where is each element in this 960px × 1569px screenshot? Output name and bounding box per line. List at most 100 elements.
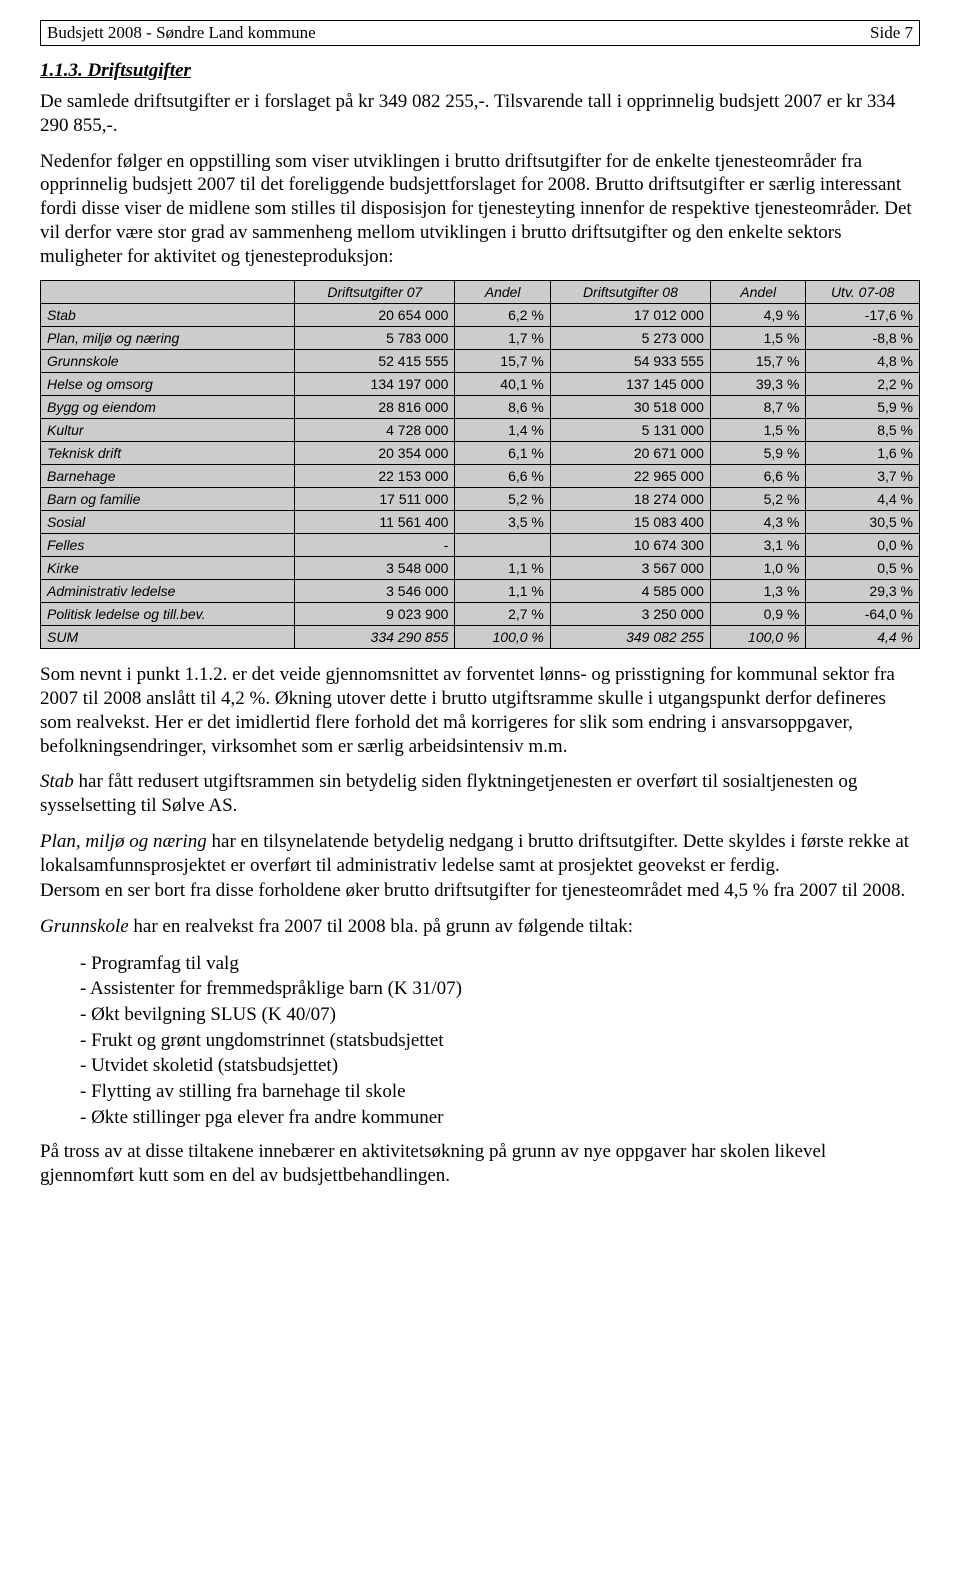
- row-value: 1,3 %: [710, 580, 805, 603]
- sum-value: 334 290 855: [295, 626, 455, 649]
- row-value: -17,6 %: [806, 304, 920, 327]
- paragraph-7: På tross av at disse tiltakene innebærer…: [40, 1140, 920, 1188]
- row-value: 6,2 %: [455, 304, 550, 327]
- row-value: 5 131 000: [550, 419, 710, 442]
- list-item: Flytting av stilling fra barnehage til s…: [80, 1079, 920, 1105]
- driftsutgifter-table: Driftsutgifter 07 Andel Driftsutgifter 0…: [40, 280, 920, 649]
- row-value: 0,9 %: [710, 603, 805, 626]
- row-value: -8,8 %: [806, 327, 920, 350]
- lead-grunnskole: Grunnskole: [40, 916, 129, 937]
- table-row: Plan, miljø og næring5 783 0001,7 %5 273…: [41, 327, 920, 350]
- row-label: Barn og familie: [41, 488, 295, 511]
- row-value: 29,3 %: [806, 580, 920, 603]
- table-row: Kirke3 548 0001,1 %3 567 0001,0 %0,5 %: [41, 557, 920, 580]
- sum-label: SUM: [41, 626, 295, 649]
- table-row: Teknisk drift20 354 0006,1 %20 671 0005,…: [41, 442, 920, 465]
- row-value: 4 585 000: [550, 580, 710, 603]
- row-label: Plan, miljø og næring: [41, 327, 295, 350]
- row-value: 5,2 %: [710, 488, 805, 511]
- sum-value: 4,4 %: [806, 626, 920, 649]
- paragraph-plan: Plan, miljø og næring har en tilsynelate…: [40, 830, 920, 878]
- row-value: 10 674 300: [550, 534, 710, 557]
- row-value: 8,6 %: [455, 396, 550, 419]
- table-sum-row: SUM334 290 855100,0 %349 082 255100,0 %4…: [41, 626, 920, 649]
- paragraph-plan-b: Dersom en ser bort fra disse forholdene …: [40, 879, 920, 903]
- row-value: 4 728 000: [295, 419, 455, 442]
- tiltak-list: Programfag til valgAssistenter for fremm…: [80, 951, 920, 1130]
- row-value: [455, 534, 550, 557]
- list-item: Programfag til valg: [80, 951, 920, 977]
- row-value: 20 354 000: [295, 442, 455, 465]
- row-value: 17 012 000: [550, 304, 710, 327]
- row-value: 1,0 %: [710, 557, 805, 580]
- paragraph-stab: Stab har fått redusert utgiftsrammen sin…: [40, 770, 920, 818]
- sum-value: 100,0 %: [455, 626, 550, 649]
- table-header-driftsutgifter08: Driftsutgifter 08: [550, 281, 710, 304]
- row-value: 0,5 %: [806, 557, 920, 580]
- row-value: 3,1 %: [710, 534, 805, 557]
- document-page: Budsjett 2008 - Søndre Land kommune Side…: [20, 20, 940, 1188]
- row-value: 52 415 555: [295, 350, 455, 373]
- row-value: 8,7 %: [710, 396, 805, 419]
- rest-stab: har fått redusert utgiftsrammen sin bety…: [40, 771, 857, 816]
- lead-stab: Stab: [40, 771, 74, 792]
- header-page-number: Side 7: [870, 23, 913, 43]
- row-value: 3,5 %: [455, 511, 550, 534]
- table-row: Stab20 654 0006,2 %17 012 0004,9 %-17,6 …: [41, 304, 920, 327]
- row-value: 54 933 555: [550, 350, 710, 373]
- row-label: Administrativ ledelse: [41, 580, 295, 603]
- sum-value: 349 082 255: [550, 626, 710, 649]
- row-value: 1,7 %: [455, 327, 550, 350]
- row-value: 4,4 %: [806, 488, 920, 511]
- row-value: 1,6 %: [806, 442, 920, 465]
- row-value: 6,6 %: [455, 465, 550, 488]
- table-header-blank: [41, 281, 295, 304]
- row-value: 3 546 000: [295, 580, 455, 603]
- row-value: 134 197 000: [295, 373, 455, 396]
- row-value: 30,5 %: [806, 511, 920, 534]
- table-header-driftsutgifter07: Driftsutgifter 07: [295, 281, 455, 304]
- row-value: 2,2 %: [806, 373, 920, 396]
- table-row: Administrativ ledelse3 546 0001,1 %4 585…: [41, 580, 920, 603]
- row-value: 0,0 %: [806, 534, 920, 557]
- row-label: Stab: [41, 304, 295, 327]
- row-value: 3 567 000: [550, 557, 710, 580]
- table-header-row: Driftsutgifter 07 Andel Driftsutgifter 0…: [41, 281, 920, 304]
- table-row: Helse og omsorg134 197 00040,1 %137 145 …: [41, 373, 920, 396]
- row-value: 6,1 %: [455, 442, 550, 465]
- row-value: 5 273 000: [550, 327, 710, 350]
- row-label: Teknisk drift: [41, 442, 295, 465]
- row-label: Felles: [41, 534, 295, 557]
- row-value: 1,4 %: [455, 419, 550, 442]
- table-row: Barn og familie17 511 0005,2 %18 274 000…: [41, 488, 920, 511]
- row-value: 4,3 %: [710, 511, 805, 534]
- row-label: Bygg og eiendom: [41, 396, 295, 419]
- paragraph-1: De samlede driftsutgifter er i forslaget…: [40, 90, 920, 138]
- table-row: Felles- 10 674 3003,1 %0,0 %: [41, 534, 920, 557]
- row-value: 30 518 000: [550, 396, 710, 419]
- table-row: Kultur4 728 0001,4 %5 131 0001,5 %8,5 %: [41, 419, 920, 442]
- row-value: 17 511 000: [295, 488, 455, 511]
- lead-plan: Plan, miljø og næring: [40, 831, 207, 852]
- paragraph-3: Som nevnt i punkt 1.1.2. er det veide gj…: [40, 663, 920, 758]
- row-value: 3,7 %: [806, 465, 920, 488]
- row-value: 1,5 %: [710, 419, 805, 442]
- rest-grunnskole: har en realvekst fra 2007 til 2008 bla. …: [129, 916, 633, 937]
- list-item: Utvidet skoletid (statsbudsjettet): [80, 1053, 920, 1079]
- row-label: Barnehage: [41, 465, 295, 488]
- list-item: Assistenter for fremmedspråklige barn (K…: [80, 976, 920, 1002]
- row-label: Sosial: [41, 511, 295, 534]
- table-header-andel08: Andel: [710, 281, 805, 304]
- row-value: 1,1 %: [455, 557, 550, 580]
- row-value: 1,5 %: [710, 327, 805, 350]
- list-item: Økte stillinger pga elever fra andre kom…: [80, 1105, 920, 1131]
- row-value: 39,3 %: [710, 373, 805, 396]
- row-label: Grunnskole: [41, 350, 295, 373]
- row-value: 20 671 000: [550, 442, 710, 465]
- row-value: -: [295, 534, 455, 557]
- list-item: Frukt og grønt ungdomstrinnet (statsbuds…: [80, 1028, 920, 1054]
- row-value: 40,1 %: [455, 373, 550, 396]
- row-value: 22 153 000: [295, 465, 455, 488]
- page-header: Budsjett 2008 - Søndre Land kommune Side…: [40, 20, 920, 46]
- table-header-utv: Utv. 07-08: [806, 281, 920, 304]
